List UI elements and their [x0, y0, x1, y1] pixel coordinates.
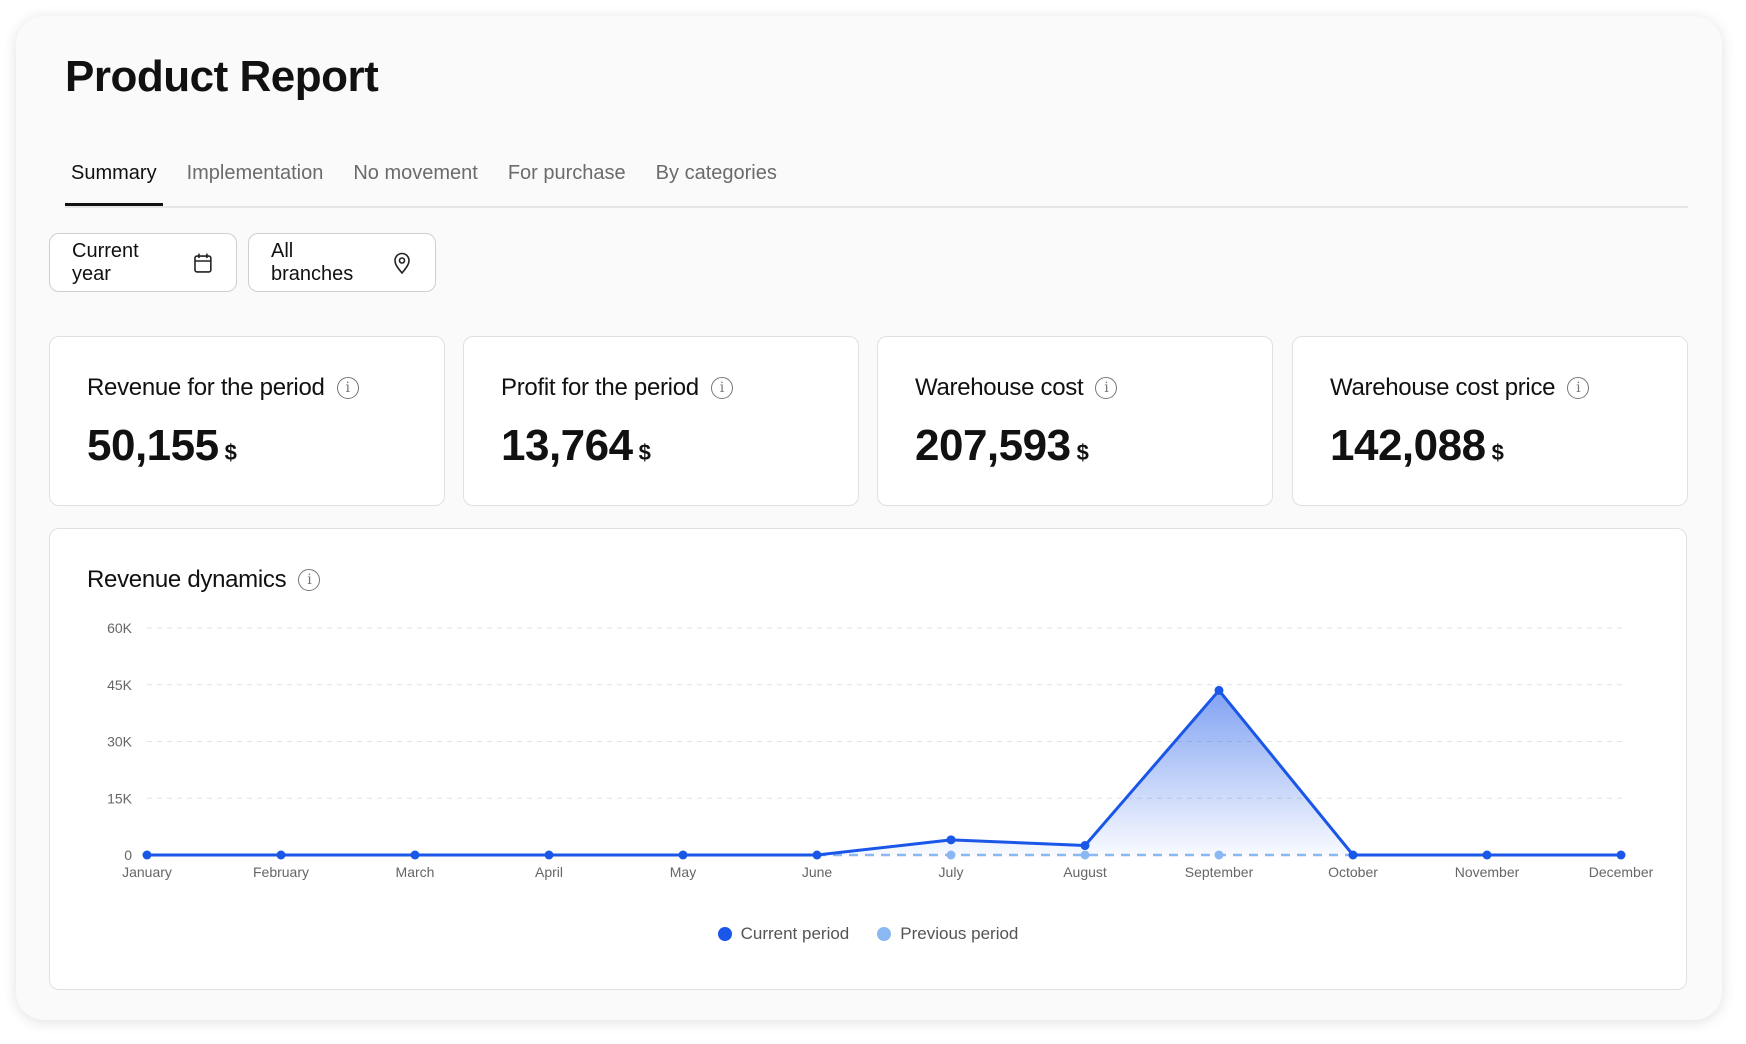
- y-tick-label: 15K: [107, 790, 133, 806]
- tab-no-movement[interactable]: No movement: [353, 162, 478, 184]
- legend-label: Previous period: [900, 924, 1019, 943]
- kpi-value: 13,764: [501, 421, 633, 470]
- x-tick-label: February: [253, 864, 309, 880]
- x-tick-label: January: [122, 864, 172, 880]
- current-period-point: [1348, 850, 1358, 860]
- kpi-label: Warehouse cost: [915, 374, 1084, 401]
- current-period-area: [147, 690, 1621, 855]
- calendar-icon: [194, 253, 212, 273]
- current-period-point: [276, 850, 286, 860]
- info-icon[interactable]: i: [1567, 377, 1590, 399]
- current-period-point: [410, 850, 420, 860]
- tab-bar: Summary Implementation No movement For p…: [65, 158, 1688, 208]
- previous-period-point: [946, 850, 956, 860]
- info-icon[interactable]: i: [1095, 377, 1118, 399]
- legend-swatch-previous: [877, 927, 892, 941]
- tab-for-purchase[interactable]: For purchase: [507, 162, 626, 184]
- y-tick-label: 30K: [107, 734, 133, 750]
- chart-title: Revenue dynamics: [87, 566, 287, 593]
- current-period-point: [1482, 850, 1492, 860]
- current-period-point: [544, 850, 554, 860]
- tab-by-categories[interactable]: By categories: [655, 162, 777, 184]
- x-tick-label: October: [1328, 864, 1378, 880]
- kpi-unit: $: [1076, 440, 1089, 465]
- current-period-line: [147, 688, 1621, 857]
- tab-summary[interactable]: Summary: [65, 158, 163, 206]
- period-filter-label: Current year: [72, 239, 139, 285]
- current-period-point: [946, 835, 956, 845]
- x-tick-label: May: [670, 864, 696, 880]
- y-tick-label: 0: [124, 847, 132, 863]
- kpi-label: Profit for the period: [501, 374, 699, 401]
- kpi-label: Revenue for the period: [87, 374, 325, 401]
- current-period-point: [142, 850, 152, 860]
- legend-label: Current period: [740, 924, 850, 943]
- x-tick-label: November: [1455, 864, 1520, 880]
- report-window: Product Report Summary Implementation No…: [16, 16, 1722, 1020]
- x-tick-label: July: [939, 864, 964, 880]
- kpi-unit: $: [224, 440, 237, 465]
- kpi-value: 142,088: [1330, 421, 1486, 470]
- current-period-point: [1616, 850, 1626, 860]
- current-period-point: [678, 850, 688, 860]
- previous-period-point: [1080, 850, 1090, 860]
- current-period-point: [1214, 685, 1224, 695]
- branch-filter-label: All branches: [271, 239, 354, 285]
- legend-item-current[interactable]: Current period: [717, 924, 850, 944]
- kpi-unit: $: [1491, 440, 1504, 465]
- x-tick-label: March: [396, 864, 435, 880]
- chart-legend: Current period Previous period: [50, 924, 1686, 944]
- kpi-card-warehouse-cost-price: Warehouse cost price i 142,088 $: [1292, 336, 1688, 506]
- legend-swatch-current: [717, 927, 732, 941]
- info-icon[interactable]: i: [710, 377, 733, 399]
- y-tick-label: 60K: [107, 620, 133, 636]
- info-icon[interactable]: i: [298, 569, 321, 591]
- kpi-card-revenue: Revenue for the period i 50,155 $: [49, 336, 445, 506]
- current-period-point: [812, 850, 822, 860]
- map-pin-icon: [394, 252, 410, 274]
- y-tick-label: 45K: [107, 677, 133, 693]
- tab-implementation[interactable]: Implementation: [186, 162, 324, 184]
- x-tick-label: June: [802, 864, 833, 880]
- kpi-card-profit: Profit for the period i 13,764 $: [463, 336, 859, 506]
- kpi-label: Warehouse cost price: [1330, 374, 1556, 401]
- x-tick-label: April: [535, 864, 563, 880]
- kpi-unit: $: [638, 440, 651, 465]
- current-period-point: [1080, 841, 1090, 851]
- x-tick-label: December: [1589, 864, 1654, 880]
- info-icon[interactable]: i: [336, 377, 359, 399]
- revenue-dynamics-card: Revenue dynamics i 0 15K 30K 45K 60K January Fe…: [49, 528, 1687, 990]
- branch-filter-button[interactable]: All branches: [248, 233, 436, 292]
- x-tick-label: September: [1185, 864, 1254, 880]
- kpi-card-warehouse-cost: Warehouse cost i 207,593 $: [877, 336, 1273, 506]
- revenue-chart: 0 15K 30K 45K 60K January February March April Ma…: [107, 620, 1654, 880]
- kpi-value: 50,155: [87, 421, 219, 470]
- x-tick-label: August: [1063, 864, 1107, 880]
- page-title: Product Report: [65, 52, 379, 101]
- previous-period-point: [1214, 850, 1224, 860]
- legend-item-previous[interactable]: Previous period: [877, 924, 1018, 944]
- period-filter-button[interactable]: Current year: [49, 233, 237, 292]
- kpi-value: 207,593: [915, 421, 1071, 470]
